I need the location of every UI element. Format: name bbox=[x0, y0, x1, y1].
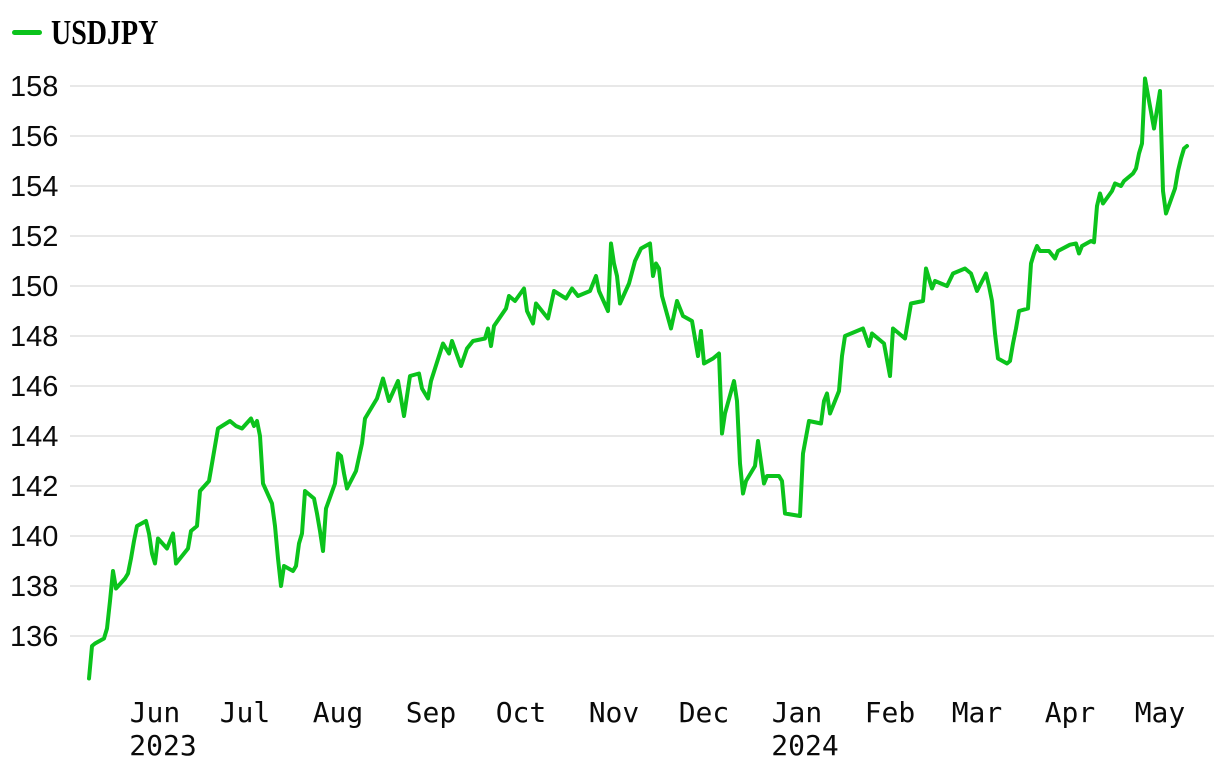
y-tick-label: 148 bbox=[10, 321, 58, 353]
x-year-label: 2024 bbox=[771, 729, 838, 762]
x-tick-label: May bbox=[1135, 696, 1186, 729]
x-tick-label: Apr bbox=[1045, 696, 1096, 729]
x-tick-label: Jan bbox=[772, 696, 823, 729]
y-tick-label: 138 bbox=[10, 571, 58, 603]
y-axis-labels: 136 138 140 142 144 146 148 150 152 154 156 158 bbox=[10, 71, 58, 653]
y-tick-label: 158 bbox=[10, 71, 58, 103]
y-tick-label: 136 bbox=[10, 621, 58, 653]
x-tick-label: Aug bbox=[313, 696, 364, 729]
x-tick-label: Dec bbox=[679, 696, 730, 729]
y-tick-label: 140 bbox=[10, 521, 58, 553]
x-tick-label: Jul bbox=[220, 696, 271, 729]
x-axis-year-labels: 2023 2024 bbox=[129, 729, 838, 762]
y-gridlines bbox=[70, 85, 1214, 637]
x-axis-month-labels: Jun Jul Aug Sep Oct Nov Dec Jan Feb Mar Apr May bbox=[130, 696, 1186, 729]
x-tick-label: Jun bbox=[130, 696, 181, 729]
legend-series-label: USDJPY bbox=[51, 12, 159, 52]
x-tick-label: Sep bbox=[406, 696, 457, 729]
x-year-label: 2023 bbox=[129, 729, 196, 762]
x-tick-label: Mar bbox=[952, 696, 1003, 729]
y-tick-label: 144 bbox=[10, 421, 58, 453]
y-tick-label: 154 bbox=[10, 171, 58, 203]
legend: USDJPY bbox=[12, 10, 185, 54]
x-tick-label: Oct bbox=[496, 696, 547, 729]
x-tick-label: Nov bbox=[589, 696, 640, 729]
y-tick-label: 142 bbox=[10, 471, 58, 503]
legend-line-swatch bbox=[12, 29, 42, 35]
y-tick-label: 150 bbox=[10, 271, 58, 303]
x-tick-label: Feb bbox=[865, 696, 916, 729]
y-tick-label: 152 bbox=[10, 221, 58, 253]
y-tick-label: 146 bbox=[10, 371, 58, 403]
y-tick-label: 156 bbox=[10, 121, 58, 153]
usdjpy-line bbox=[87, 76, 1189, 681]
